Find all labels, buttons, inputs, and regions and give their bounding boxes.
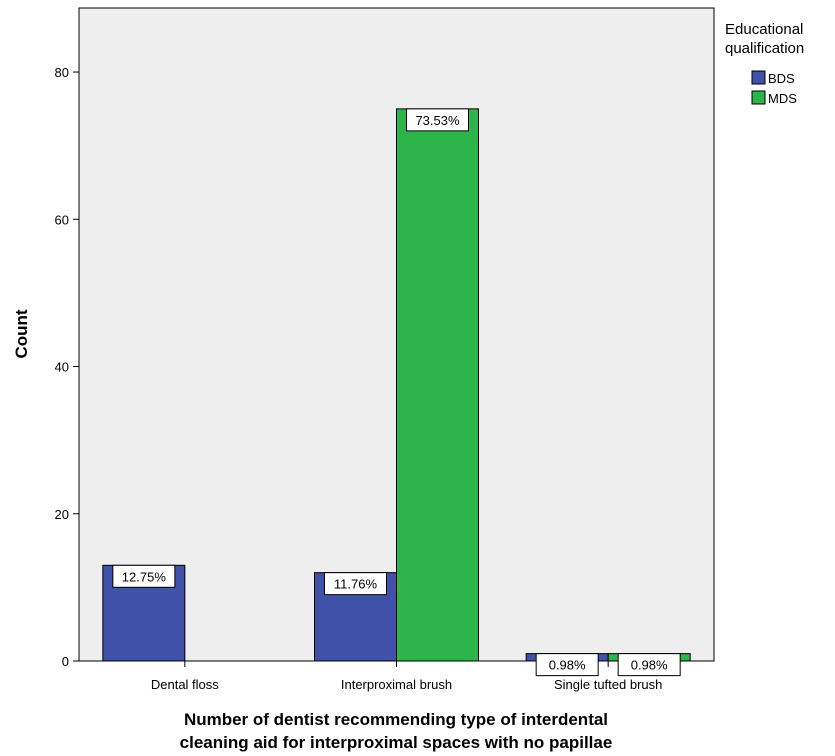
legend-label-mds: MDS xyxy=(768,91,797,106)
bar-mds xyxy=(396,108,479,662)
y-tick-label: 20 xyxy=(55,507,69,522)
legend-title-line-1: Educational xyxy=(725,21,803,38)
data-label: 0.98% xyxy=(631,658,668,673)
legend-label-bds: BDS xyxy=(768,71,795,86)
data-labels: 12.75% 11.76% 73.53% 0.98% 0.98% xyxy=(112,108,681,677)
x-tick-label: Single tufted brush xyxy=(554,677,662,692)
data-label: 73.53% xyxy=(415,113,460,128)
legend: Educational qualification BDS MDS xyxy=(725,21,804,106)
y-tick-label: 80 xyxy=(55,65,69,80)
data-label-box xyxy=(324,572,387,596)
data-label: 12.75% xyxy=(122,569,167,584)
data-label: 0.98% xyxy=(549,658,586,673)
y-tick-label: 60 xyxy=(55,212,69,227)
legend-swatch-bds xyxy=(751,70,766,85)
legend-title-line-2: qualification xyxy=(725,40,804,57)
data-label-box xyxy=(535,653,599,677)
data-label-box xyxy=(617,653,681,677)
x-tick-label: Interproximal brush xyxy=(341,677,452,692)
y-tick-label: 0 xyxy=(62,654,69,669)
y-axis: 0 20 40 60 80 xyxy=(55,65,79,669)
data-label-box xyxy=(406,108,469,132)
y-axis-title: Count xyxy=(12,309,31,358)
x-tick-label: Dental floss xyxy=(151,677,219,692)
x-axis-title-line-2: cleaning aid for interproximal spaces wi… xyxy=(180,733,613,752)
data-label: 11.76% xyxy=(334,577,378,592)
x-axis: Dental floss Interproximal brush Single tu… xyxy=(151,661,662,692)
data-label-box xyxy=(112,564,176,588)
x-axis-title-line-1: Number of dentist recommending type of i… xyxy=(184,710,608,729)
legend-swatch-mds xyxy=(751,90,766,105)
y-tick-label: 40 xyxy=(55,360,69,375)
